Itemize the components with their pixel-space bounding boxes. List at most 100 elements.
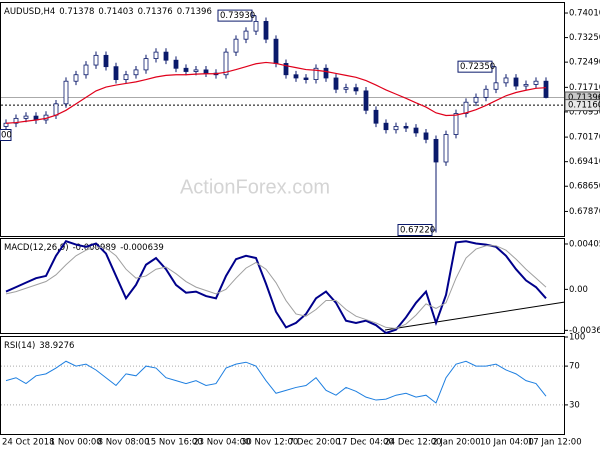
price-box xyxy=(564,99,600,112)
trend-line xyxy=(384,301,566,331)
candle-body xyxy=(333,77,339,90)
candle-body xyxy=(413,127,419,134)
x-tick-label: 7 Dec 20:00 xyxy=(289,438,341,448)
panel-title: RSI(14) xyxy=(4,341,35,351)
candle-body xyxy=(183,67,189,72)
header-value: 0.71376 xyxy=(138,7,173,17)
x-tick-label: 2 Jan 20:00 xyxy=(432,438,480,448)
candle-body xyxy=(503,77,509,84)
candle-body xyxy=(293,74,299,79)
price-panel xyxy=(0,2,565,237)
x-tick-label: 23 Nov 04:00 xyxy=(193,438,250,448)
candle-body xyxy=(233,38,239,53)
candle-body xyxy=(523,84,529,87)
annotation-label: 0.67220 xyxy=(400,226,435,236)
candle-body xyxy=(263,21,269,40)
candle-body xyxy=(133,69,139,76)
candle-body xyxy=(473,96,479,103)
candle-body xyxy=(243,30,249,40)
candle-body xyxy=(493,82,499,90)
candle-body xyxy=(173,59,179,69)
candle-body xyxy=(383,122,389,131)
panel-title: AUDUSD,H4 xyxy=(4,7,55,17)
header-value: 38.9276 xyxy=(39,341,74,351)
watermark: ActionForex.com xyxy=(180,176,330,198)
candle-body xyxy=(433,138,439,163)
candle-body xyxy=(73,74,79,82)
candle-body xyxy=(153,51,159,59)
annotation-label: 0.72350 xyxy=(460,62,495,72)
x-tick-label: 10 Jan 04:00 xyxy=(480,438,534,448)
candle-body xyxy=(53,103,59,116)
x-tick-label: 24 Dec 12:00 xyxy=(384,438,441,448)
candle-body xyxy=(123,74,129,80)
candle-body xyxy=(513,77,519,87)
moving-average xyxy=(5,61,547,124)
series-line xyxy=(5,240,547,335)
candle-body xyxy=(363,90,369,111)
header-value: 0.71378 xyxy=(59,7,94,17)
candle-body xyxy=(273,38,279,64)
x-tick-label: 8 Nov 08:00 xyxy=(98,438,150,448)
candle-body xyxy=(543,80,549,98)
series-line xyxy=(5,360,547,404)
annotation-label: 0.73930 xyxy=(220,11,255,21)
header-value: 0.71403 xyxy=(98,7,133,17)
annotation-box xyxy=(397,224,433,236)
candle-body xyxy=(343,87,349,90)
candle-body xyxy=(203,69,209,74)
rsi-panel xyxy=(0,336,565,435)
candle-body xyxy=(143,58,149,71)
candle-body xyxy=(223,51,229,76)
candle-body xyxy=(283,63,289,76)
header-value: 0.71396 xyxy=(177,7,212,17)
candle-body xyxy=(63,80,69,105)
price-box-label: 0.71160 xyxy=(568,101,600,111)
panel-header: RSI(14) 38.9276 xyxy=(4,341,74,351)
candle-body xyxy=(483,88,489,98)
x-tick-label: 17 Dec 04:00 xyxy=(337,438,394,448)
x-tick-label: 17 Jan 12:00 xyxy=(528,438,582,448)
candle-body xyxy=(313,67,319,80)
price-box-label: 0.71396 xyxy=(568,93,600,103)
candle-body xyxy=(353,87,359,92)
annotation-label: 00 xyxy=(1,131,12,141)
y-tick-label: 30 xyxy=(569,400,580,410)
x-tick-label: 1 Nov 00:00 xyxy=(50,438,102,448)
candle-body xyxy=(403,126,409,129)
x-tick-label: 15 Nov 16:00 xyxy=(145,438,202,448)
candle-body xyxy=(93,54,99,66)
candle-body xyxy=(193,69,199,72)
candle-body xyxy=(103,54,109,68)
panel-header: AUDUSD,H4 0.71378 0.71403 0.71376 0.71396 xyxy=(4,7,212,17)
candle-body xyxy=(83,64,89,76)
y-tick-label: 0.004055 xyxy=(569,239,600,249)
y-tick-label: 70 xyxy=(569,362,580,372)
candle-body xyxy=(163,51,169,61)
candle-body xyxy=(443,134,449,163)
y-tick-label: 100 xyxy=(569,333,585,343)
candle-body xyxy=(453,113,459,135)
annotation-box xyxy=(457,60,493,73)
y-tick-label: 0.00 xyxy=(569,285,588,295)
candle-body xyxy=(323,67,329,79)
x-tick-label: 30 Nov 12:00 xyxy=(241,438,298,448)
macd-panel xyxy=(0,238,565,334)
panel-title: MACD(12,26,9) xyxy=(4,243,69,253)
candle-body xyxy=(23,115,29,119)
candle-body xyxy=(423,132,429,140)
candle-body xyxy=(13,117,19,124)
annotation-box xyxy=(0,129,12,141)
candle-body xyxy=(463,101,469,114)
header-value: -0.000639 xyxy=(120,243,164,253)
y-tick-label: -0.003662 xyxy=(569,326,600,336)
